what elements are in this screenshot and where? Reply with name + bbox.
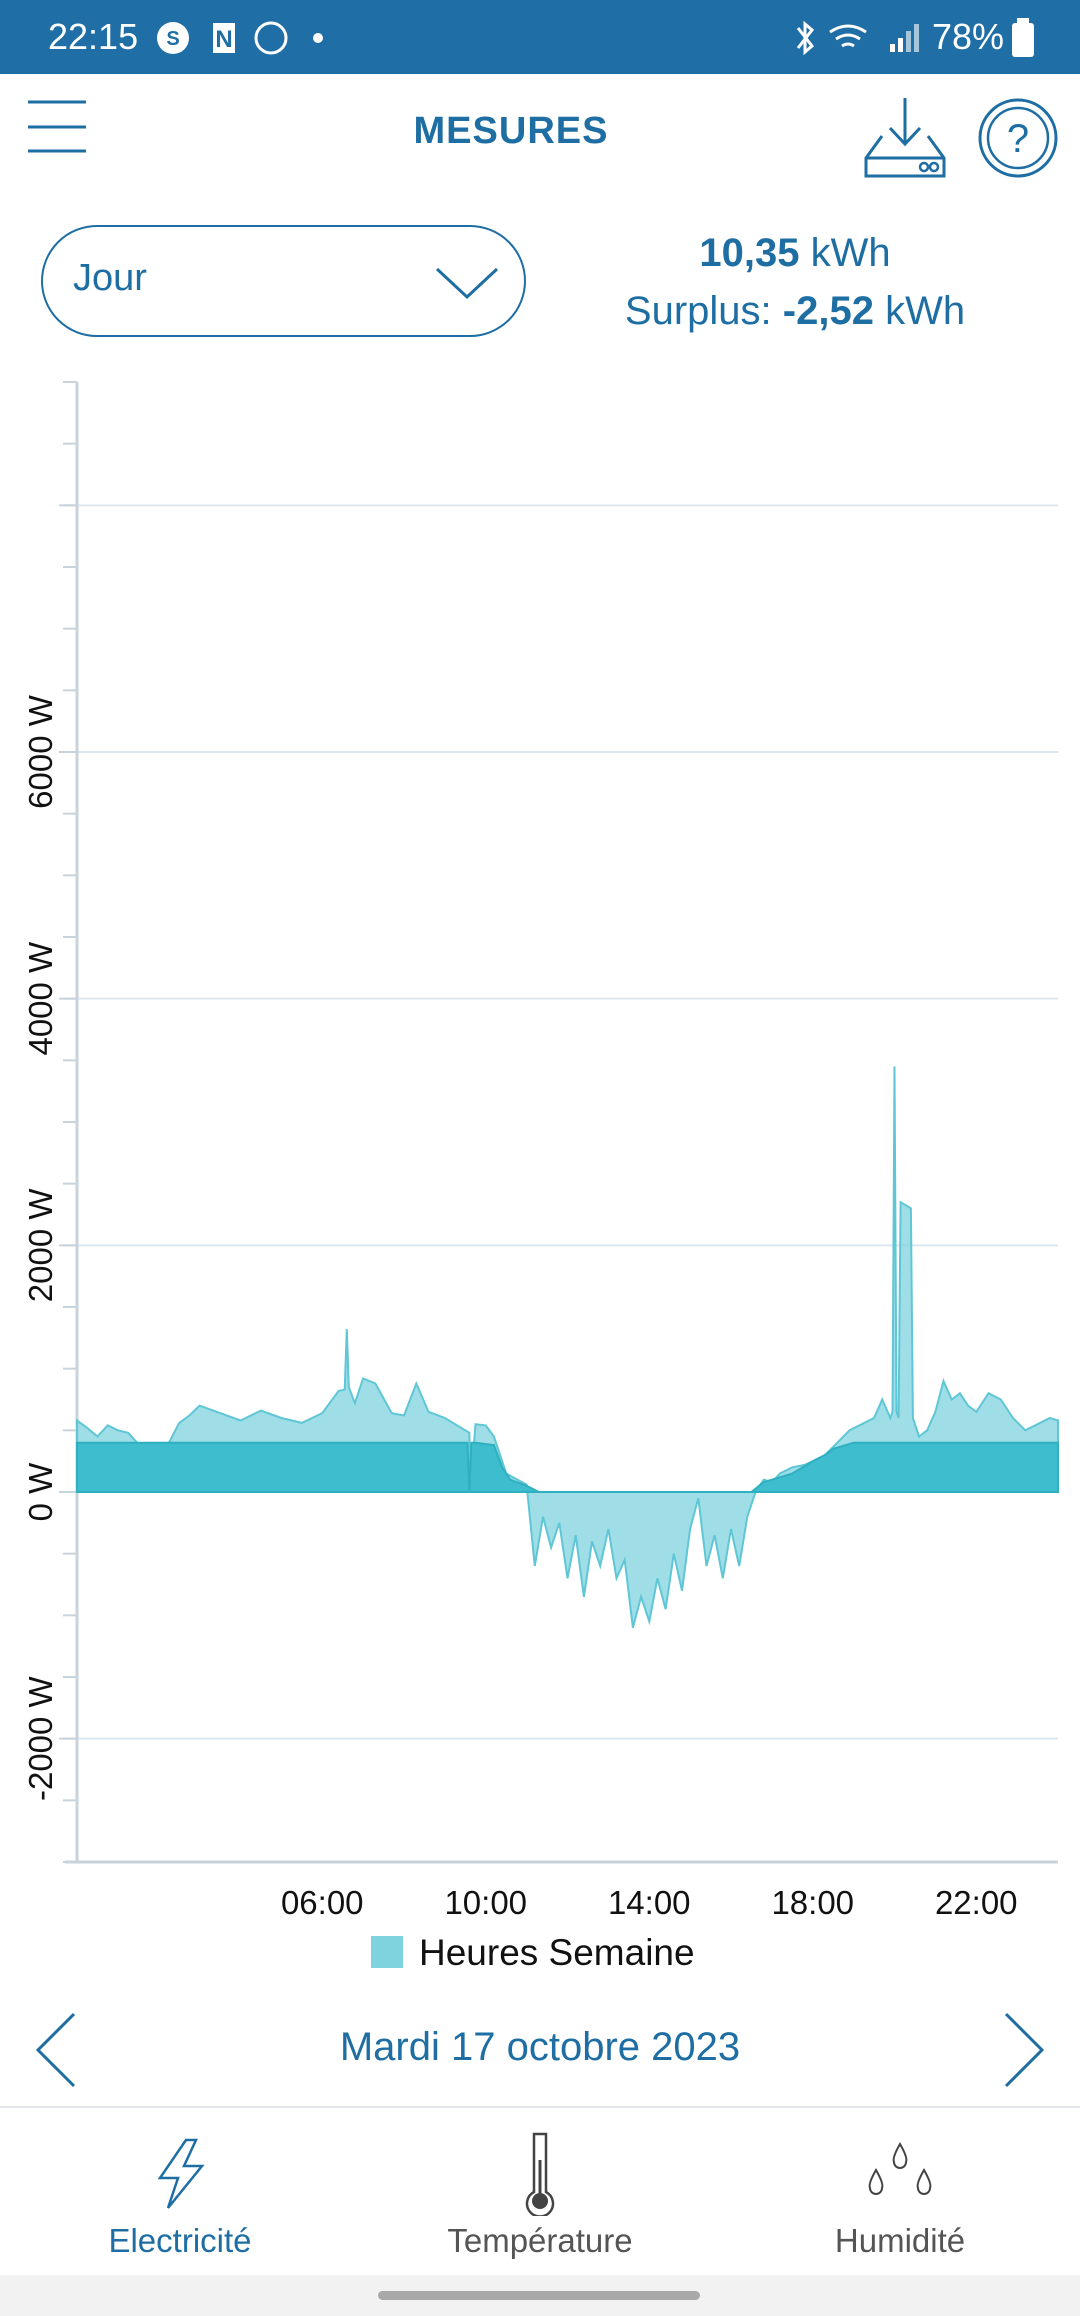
total-value: 10,35 <box>699 231 800 275</box>
legend-swatch <box>371 1936 403 1968</box>
y-tick-label: 6000 W <box>22 694 59 809</box>
area <box>76 1441 1059 1493</box>
x-tick-label: 22:00 <box>935 1884 1018 1921</box>
previous-day[interactable] <box>34 2012 78 2088</box>
chart: -2000 W 0 W 2000 W 4000 W 6000 W 06:00 10:00 14… <box>22 381 1059 1973</box>
next-day[interactable] <box>1002 2012 1046 2088</box>
temperature-icon[interactable] <box>522 2130 558 2216</box>
x-tick-label: 10:00 <box>444 1884 527 1921</box>
y-tick-label: 4000 W <box>22 941 59 1056</box>
status-bar: 22:15 S N 78% <box>0 0 1080 74</box>
chevron <box>435 267 499 300</box>
separator <box>0 2106 1080 2108</box>
home-indicator <box>378 2291 700 2300</box>
battery-level: 78% <box>932 16 1005 57</box>
total-unit: kWh <box>810 231 891 275</box>
surplus-label: Surplus: <box>624 289 772 333</box>
y-tick-label: 0 W <box>22 1462 59 1522</box>
surplus-line: Surplus: -2,52 kWh <box>560 282 1030 340</box>
connectivity-icons <box>796 20 919 56</box>
nav-label[interactable]: Electricité <box>108 2222 252 2259</box>
x-tick-label: 18:00 <box>771 1884 854 1921</box>
humidity-icon[interactable] <box>862 2140 938 2206</box>
svg-text:N: N <box>215 26 232 53</box>
date-label: Mardi 17 octobre 2023 <box>339 2025 741 2069</box>
clock: 22:15 <box>48 16 139 57</box>
svg-text:S: S <box>166 28 179 50</box>
x-tick-label: 06:00 <box>281 1884 364 1921</box>
surplus-unit: kWh <box>885 289 966 333</box>
svg-text:?: ? <box>1007 117 1029 161</box>
area <box>76 1066 1059 1628</box>
surplus-value: -2,52 <box>782 289 874 333</box>
total-line: 10,35 kWh <box>560 224 1030 282</box>
y-tick-label: 2000 W <box>22 1188 59 1303</box>
summary: 10,35 kWh Surplus: -2,52 kWh <box>560 224 1030 340</box>
x-tick-label: 14:00 <box>608 1884 691 1921</box>
battery-icon <box>1012 18 1034 57</box>
period-dropdown[interactable]: Jour <box>41 225 526 337</box>
electricity-icon[interactable] <box>150 2138 212 2210</box>
help-button[interactable]: ? <box>976 96 1060 180</box>
legend-label: Heures Semaine <box>419 1932 695 1973</box>
status-icons: S N <box>157 21 323 55</box>
menu-button[interactable] <box>28 96 128 160</box>
nav-label[interactable]: Température <box>447 2222 633 2259</box>
nav-label[interactable]: Humidité <box>834 2222 966 2259</box>
y-tick-label: -2000 W <box>22 1675 59 1801</box>
period-value: Jour <box>73 257 147 299</box>
download-button[interactable] <box>862 94 948 180</box>
page-title: MESURES <box>413 110 609 152</box>
